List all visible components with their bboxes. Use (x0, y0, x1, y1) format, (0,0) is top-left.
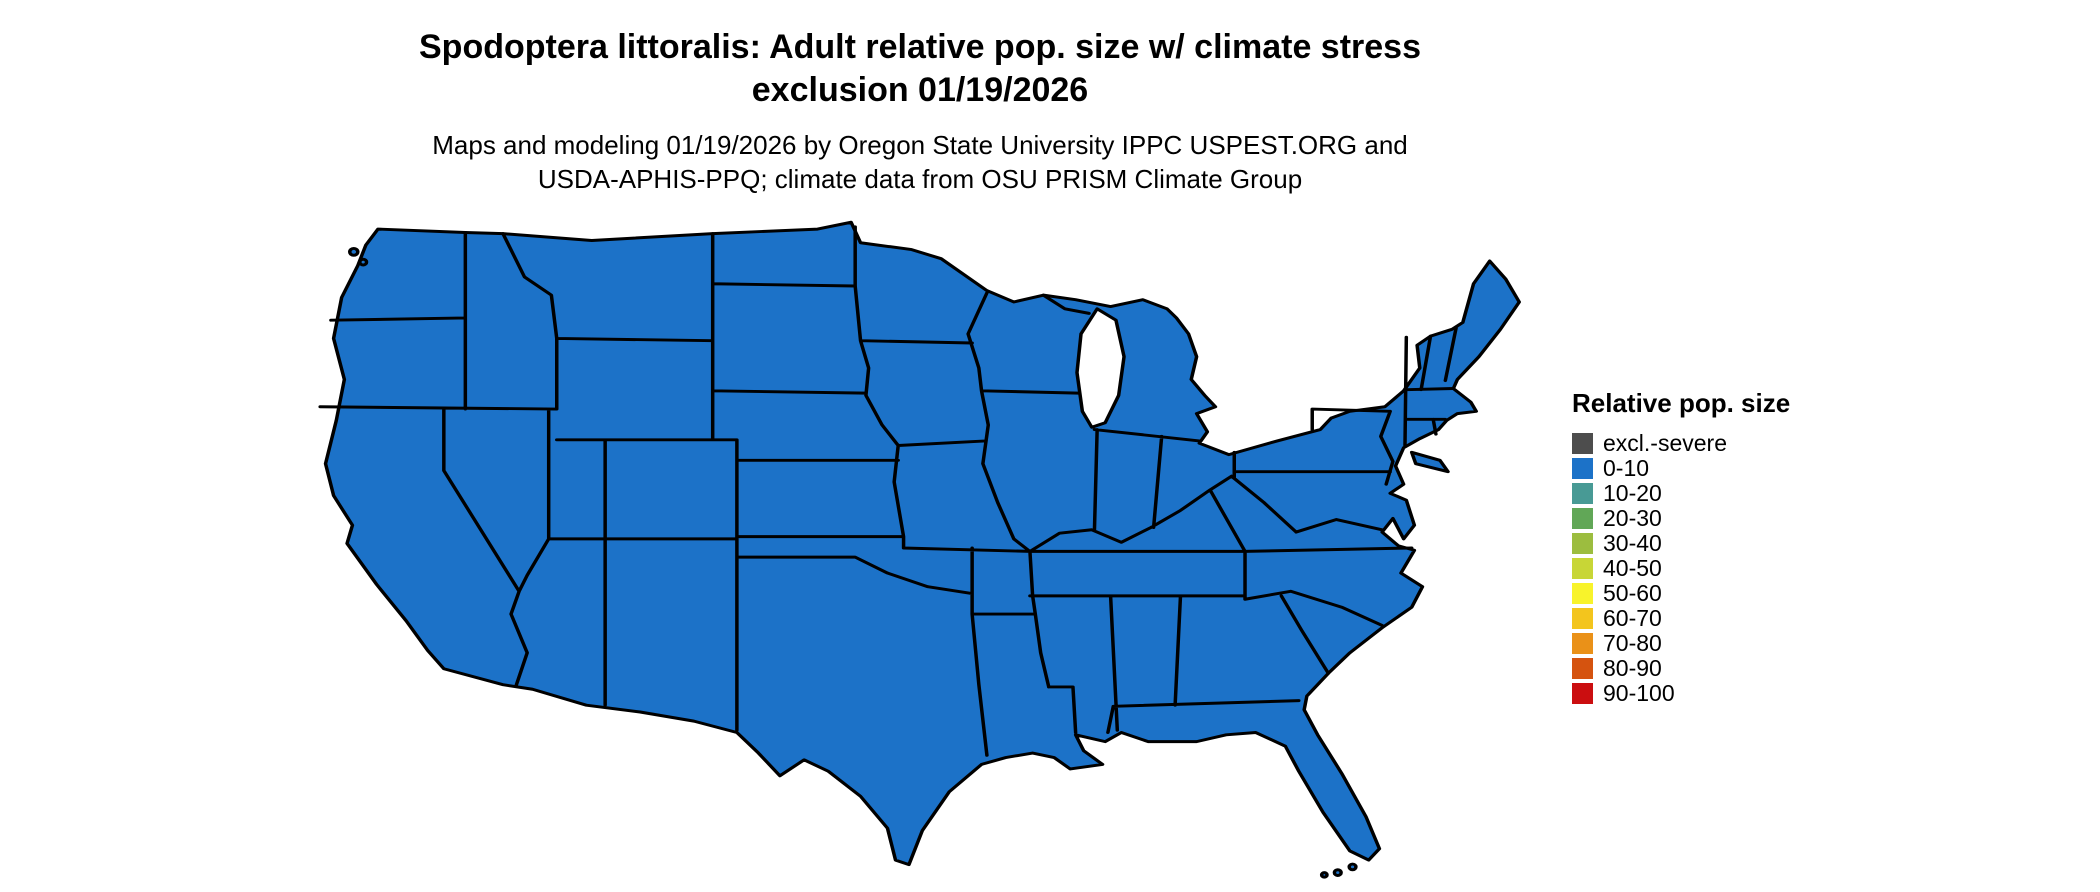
legend: Relative pop. size excl.-severe 0-10 10-20… (1572, 388, 1872, 706)
legend-color-swatch (1572, 458, 1593, 479)
lake-michigan (1075, 307, 1126, 429)
map-subtitle-line1: Maps and modeling 01/19/2026 by Oregon S… (432, 130, 1408, 160)
island-florida-keys-1 (1347, 862, 1358, 872)
legend-item-label: 60-70 (1603, 605, 1662, 631)
island-florida-keys-2 (1332, 868, 1343, 877)
state-borders (318, 225, 1458, 757)
legend-color-swatch (1572, 633, 1593, 654)
legend-item-label: 10-20 (1603, 480, 1662, 506)
island-florida-keys-3 (1319, 871, 1329, 879)
legend-color-swatch (1572, 683, 1593, 704)
us-map (318, 220, 1521, 879)
legend-item: 20-30 (1572, 506, 1872, 531)
legend-item: 40-50 (1572, 556, 1872, 581)
legend-items: excl.-severe 0-10 10-20 20-30 30-40 40-50 50-6… (1572, 431, 1872, 706)
legend-title: Relative pop. size (1572, 388, 1791, 418)
legend-item-label: excl.-severe (1603, 430, 1727, 456)
legend-color-swatch (1572, 533, 1593, 554)
legend-item-label: 90-100 (1603, 680, 1675, 706)
legend-item-label: 40-50 (1603, 555, 1662, 581)
legend-item-label: 80-90 (1603, 655, 1662, 681)
legend-color-swatch (1572, 583, 1593, 604)
header: Spodoptera littoralis: Adult relative po… (0, 26, 1840, 197)
legend-item: 50-60 (1572, 581, 1872, 606)
legend-item: 30-40 (1572, 531, 1872, 556)
legend-item: 80-90 (1572, 656, 1872, 681)
legend-item: 0-10 (1572, 456, 1872, 481)
legend-color-swatch (1572, 658, 1593, 679)
legend-color-swatch (1572, 608, 1593, 629)
legend-item-label: 50-60 (1603, 580, 1662, 606)
map-title-line2: exclusion 01/19/2026 (751, 70, 1089, 109)
legend-item: 70-80 (1572, 631, 1872, 656)
legend-item-label: 0-10 (1603, 455, 1650, 481)
map-subtitle: Maps and modeling 01/19/2026 by Oregon S… (0, 129, 1840, 197)
island-puget-sound-2 (358, 257, 369, 267)
island-long-island (1409, 450, 1450, 474)
legend-item-label: 70-80 (1603, 630, 1662, 656)
legend-color-swatch (1572, 508, 1593, 529)
us-map-container (300, 212, 1530, 884)
legend-item: excl.-severe (1572, 431, 1872, 456)
map-title-line1: Spodoptera littoralis: Adult relative po… (419, 28, 1421, 66)
legend-item: 90-100 (1572, 681, 1872, 706)
legend-item-label: 20-30 (1603, 505, 1662, 531)
legend-color-swatch (1572, 433, 1593, 454)
us-states-fill (318, 220, 1521, 879)
map-subtitle-line2: USDA-APHIS-PPQ; climate data from OSU PR… (537, 163, 1303, 194)
island-puget-sound-1 (347, 246, 360, 257)
legend-color-swatch (1572, 558, 1593, 579)
us-outline (323, 220, 1521, 867)
legend-color-swatch (1572, 483, 1593, 504)
map-title: Spodoptera littoralis: Adult relative po… (0, 26, 1840, 111)
legend-item-label: 30-40 (1603, 530, 1662, 556)
legend-item: 10-20 (1572, 481, 1872, 506)
legend-item: 60-70 (1572, 606, 1872, 631)
